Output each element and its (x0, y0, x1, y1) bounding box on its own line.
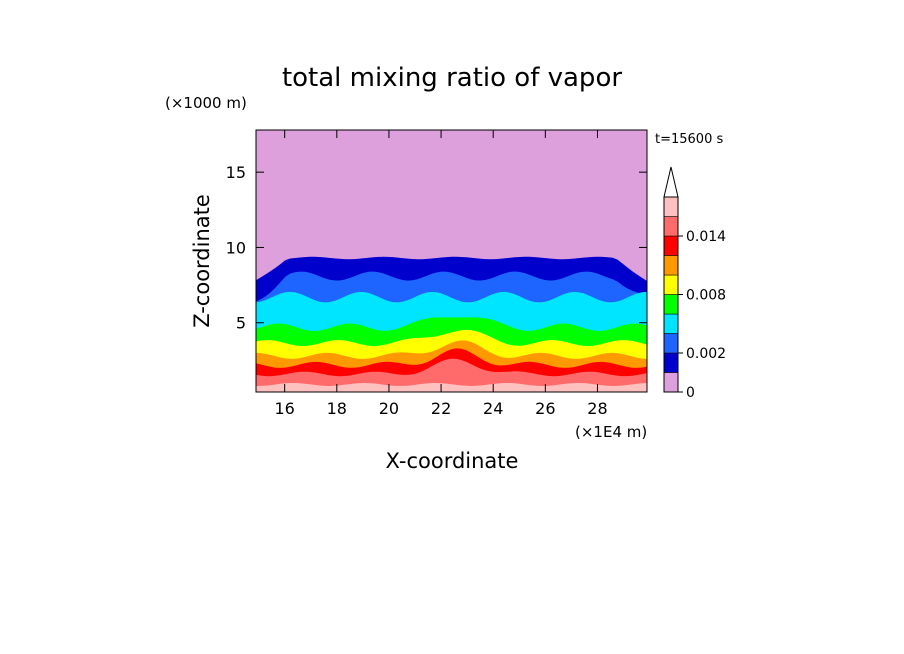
y-tick-label: 5 (236, 314, 246, 333)
colorbar-segment (663, 274, 679, 295)
x-axis-label: X-coordinate (386, 449, 519, 473)
x-tick-label: 24 (483, 399, 503, 418)
colorbar-segment (663, 216, 679, 237)
colorbar-segment (663, 196, 679, 217)
colorbar-extend-arrow (663, 166, 679, 198)
x-tick-label: 22 (431, 399, 451, 418)
x-tick-label: 16 (274, 399, 294, 418)
y-tick-label: 10 (226, 238, 246, 257)
x-tick-label: 20 (379, 399, 399, 418)
x-tick-label: 26 (535, 399, 555, 418)
y-unit-label: (×1000 m) (165, 94, 247, 112)
colorbar-label: 0.014 (686, 229, 726, 245)
y-axis: 5 10 15 (226, 163, 647, 333)
colorbar-segment (663, 313, 679, 334)
colorbar: 0 0.002 0.008 0.014 (663, 166, 726, 401)
colorbar-segment (663, 372, 679, 393)
chart-title: total mixing ratio of vapor (282, 63, 622, 93)
x-tick-label: 18 (327, 399, 347, 418)
y-tick-label: 15 (226, 163, 246, 182)
x-axis: 16 18 20 22 24 26 28 (274, 130, 608, 418)
x-unit-label: (×1E4 m) (575, 423, 647, 441)
colorbar-segment (663, 294, 679, 315)
contour-field (256, 130, 647, 392)
contour-band-level-9 (256, 383, 647, 392)
colorbar-label: 0.002 (686, 346, 726, 362)
time-label: t=15600 s (655, 132, 723, 147)
colorbar-label: 0 (686, 385, 695, 401)
colorbar-segment (663, 333, 679, 354)
y-axis-label: Z-coordinate (190, 194, 214, 328)
colorbar-segment (663, 255, 679, 276)
colorbar-label: 0.008 (686, 288, 726, 304)
colorbar-segment (663, 235, 679, 256)
colorbar-segment (663, 352, 679, 373)
plot-frame (255, 129, 648, 393)
x-tick-label: 28 (587, 399, 607, 418)
